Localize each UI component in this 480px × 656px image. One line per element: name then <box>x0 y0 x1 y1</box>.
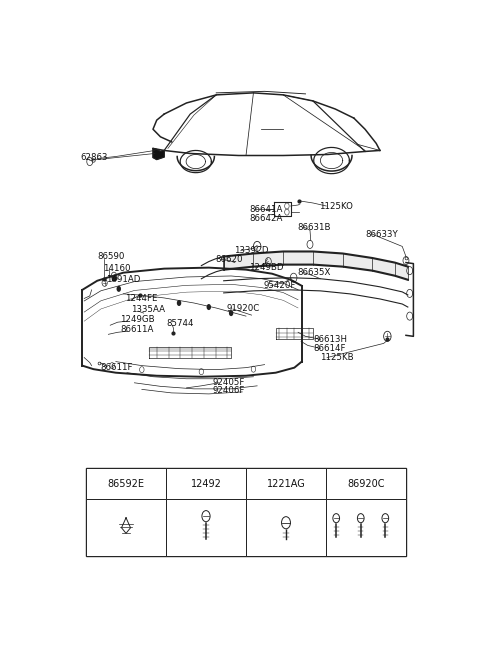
Circle shape <box>229 310 233 316</box>
Text: 1335AA: 1335AA <box>132 304 166 314</box>
Bar <box>86 468 406 556</box>
Bar <box>86 468 166 499</box>
Text: 86920C: 86920C <box>347 479 385 489</box>
Text: 86611F: 86611F <box>100 363 132 372</box>
Circle shape <box>117 286 121 292</box>
Circle shape <box>112 276 116 282</box>
Text: 86633Y: 86633Y <box>366 230 398 239</box>
Text: 1125KB: 1125KB <box>321 353 354 362</box>
Text: 14160: 14160 <box>103 264 130 273</box>
Text: 86641A: 86641A <box>249 205 282 214</box>
Text: 86613H: 86613H <box>314 335 348 344</box>
Text: 86642A: 86642A <box>249 214 282 222</box>
Text: 95420F: 95420F <box>264 281 296 291</box>
Bar <box>246 468 326 499</box>
Text: 1339CD: 1339CD <box>234 246 269 255</box>
Circle shape <box>206 304 211 310</box>
Text: 1125KO: 1125KO <box>319 201 352 211</box>
Text: 86614F: 86614F <box>314 344 346 353</box>
Text: 12492: 12492 <box>191 479 221 489</box>
Text: 62863: 62863 <box>81 152 108 161</box>
Text: 86592E: 86592E <box>108 479 144 489</box>
Text: 86590: 86590 <box>97 252 125 261</box>
Bar <box>166 499 246 556</box>
Circle shape <box>382 514 389 523</box>
Bar <box>246 499 326 556</box>
Text: 86620: 86620 <box>216 255 243 264</box>
Text: 1221AG: 1221AG <box>266 479 305 489</box>
Text: 85744: 85744 <box>166 319 193 328</box>
Text: 86611A: 86611A <box>120 325 154 334</box>
Text: 1244FE: 1244FE <box>125 294 157 303</box>
Polygon shape <box>153 148 164 159</box>
Bar <box>326 468 406 499</box>
Circle shape <box>202 510 210 522</box>
Text: 91920C: 91920C <box>227 304 260 312</box>
Text: 92406F: 92406F <box>213 386 245 396</box>
Bar <box>86 499 166 556</box>
Text: 86635X: 86635X <box>297 268 331 277</box>
Text: 1249BD: 1249BD <box>249 263 284 272</box>
Text: 1491AD: 1491AD <box>107 275 141 284</box>
Bar <box>326 499 406 556</box>
Circle shape <box>282 517 290 529</box>
Text: 1249GB: 1249GB <box>120 315 155 323</box>
Circle shape <box>333 514 339 523</box>
Circle shape <box>358 514 364 523</box>
Circle shape <box>177 300 181 306</box>
Bar <box>166 468 246 499</box>
Text: 92405F: 92405F <box>213 379 245 387</box>
Text: 86631B: 86631B <box>297 223 331 232</box>
